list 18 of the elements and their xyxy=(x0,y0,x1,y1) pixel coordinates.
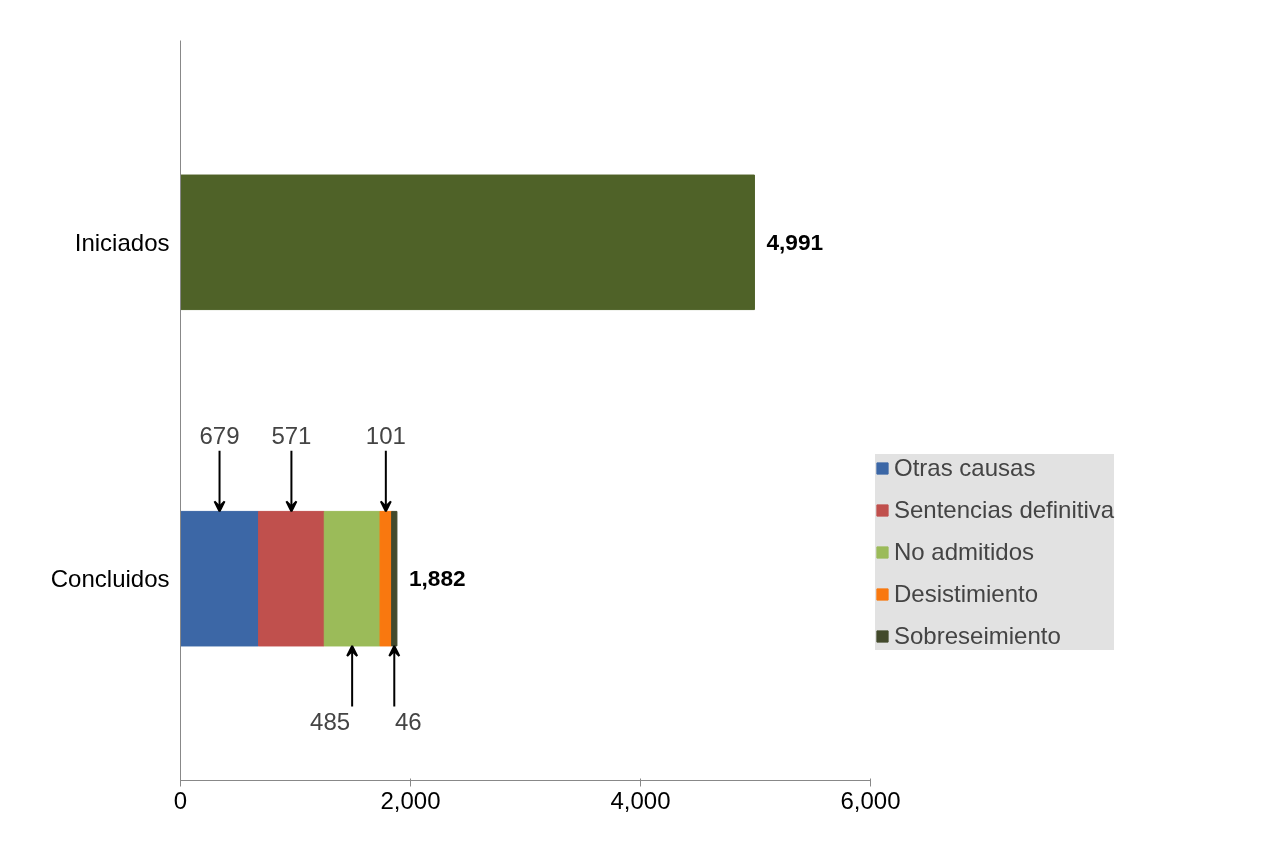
legend-label: No admitidos xyxy=(894,538,1035,566)
legend-label: Otras causas xyxy=(894,454,1036,482)
legend-label: Sentencias definitiva xyxy=(894,496,1115,524)
x-tick-label: 0 xyxy=(173,786,188,814)
total-label: 1,882 xyxy=(408,565,466,592)
y-tick-label: Iniciados xyxy=(74,228,170,256)
data-label: 485 xyxy=(310,708,351,736)
legend-label: Desistimiento xyxy=(894,580,1039,608)
x-tick-label: 6,000 xyxy=(840,786,901,814)
y-tick-label: Concluidos xyxy=(50,565,170,593)
x-tick-label: 2,000 xyxy=(380,786,441,814)
legend-label: Sobreseimiento xyxy=(894,622,1061,650)
total-label: 4,991 xyxy=(766,228,824,255)
data-label: 101 xyxy=(365,422,406,450)
data-label: 571 xyxy=(271,422,312,450)
data-label: 46 xyxy=(394,708,422,736)
x-tick-label: 4,000 xyxy=(610,786,671,814)
data-label: 679 xyxy=(199,422,240,450)
